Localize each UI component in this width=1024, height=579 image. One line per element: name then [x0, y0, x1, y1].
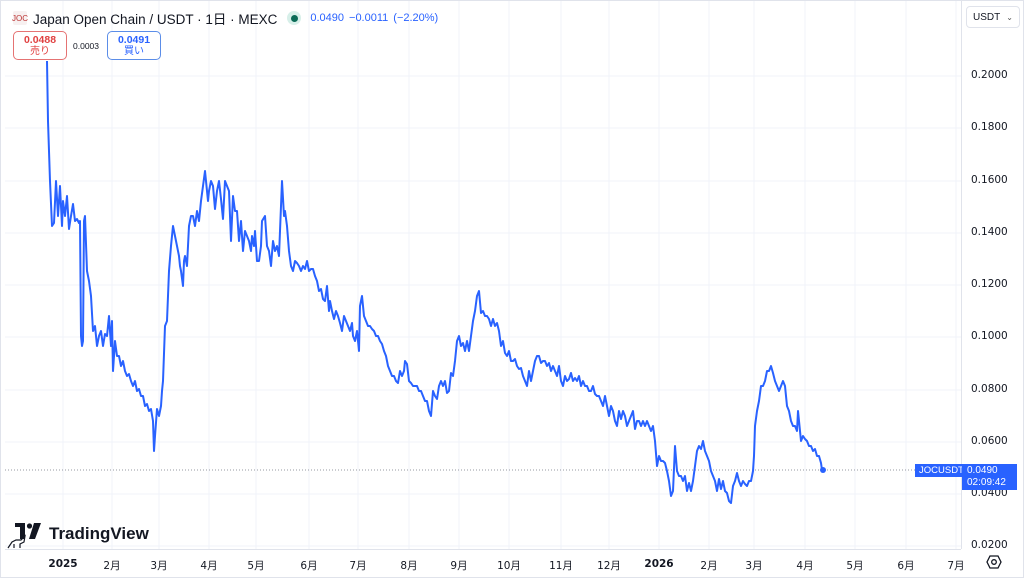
time-tick: 2026	[644, 558, 674, 570]
time-tick: 11月	[549, 560, 573, 572]
legend-values: 0.0490 −0.0011 (−2.20%)	[310, 12, 438, 24]
price-change: −0.0011	[349, 12, 389, 24]
buy-button[interactable]: 0.0491 買い	[107, 31, 161, 60]
time-tick: 8月	[400, 560, 418, 572]
chart-legend: JOC Japan Open Chain / USDT · 1日 · MEXC …	[12, 8, 438, 28]
sell-price: 0.0488	[23, 33, 57, 46]
price-tick: 0.1200	[971, 278, 1008, 290]
buy-label: 買い	[124, 45, 144, 57]
symbol-price-tag: JOCUSDT	[915, 464, 968, 477]
time-tick: 12月	[597, 560, 621, 572]
chart-settings-button[interactable]	[986, 554, 1002, 570]
market-open-dot-icon	[287, 11, 302, 25]
chevron-down-icon: ⌄	[1006, 12, 1013, 22]
jp-open-chain-icon[interactable]: JOC	[12, 11, 28, 25]
price-tick: 0.1400	[971, 226, 1008, 238]
symbol-title[interactable]: Japan Open Chain / USDT · 1日 · MEXC	[33, 12, 278, 27]
time-tick: 9月	[450, 560, 468, 572]
time-tick: 10月	[497, 560, 521, 572]
time-tick: 7月	[947, 560, 965, 572]
currency-label: USDT	[973, 11, 1001, 23]
replay-handle-icon[interactable]	[7, 534, 29, 550]
time-tick: 3月	[745, 560, 763, 572]
price-chart	[5, 1, 961, 549]
price-tick: 0.0800	[971, 383, 1008, 395]
tradingview-wordmark: TradingView	[49, 523, 149, 543]
time-tick: 2月	[103, 560, 121, 572]
time-tick: 3月	[150, 560, 168, 572]
price-axis[interactable]: 0.2000 0.1800 0.1600 0.1400 0.1200 0.100…	[961, 1, 1024, 551]
time-tick: 2025	[48, 558, 78, 570]
trade-buttons: 0.0488 売り 0.0003 0.0491 買い	[13, 31, 161, 60]
time-tick: 6月	[897, 560, 915, 572]
spread-value: 0.0003	[73, 40, 99, 51]
time-tick: 5月	[846, 560, 864, 572]
price-tick: 0.1800	[971, 121, 1008, 133]
time-tick: 7月	[349, 560, 367, 572]
currency-select[interactable]: USDT ⌄	[966, 6, 1020, 28]
time-tick: 5月	[247, 560, 265, 572]
last-price-dot	[820, 467, 826, 473]
price-line	[46, 60, 823, 504]
tradingview-logo[interactable]: TradingView	[15, 523, 149, 544]
price-tick: 0.1000	[971, 330, 1008, 342]
chart-plot-area[interactable]	[5, 1, 961, 549]
settings-icon	[986, 555, 1002, 569]
price-tick: 0.0600	[971, 435, 1008, 447]
last-price-tag: 0.0490 02:09:42	[962, 464, 1017, 490]
price-tick: 0.0400	[971, 487, 1008, 499]
tag-price-value: 0.0490	[967, 465, 998, 476]
price-change-pct: (−2.20%)	[393, 12, 439, 24]
last-price: 0.0490	[310, 12, 345, 24]
bar-countdown: 02:09:42	[967, 477, 1006, 488]
price-tick: 0.0200	[971, 539, 1008, 551]
grid	[5, 1, 961, 549]
buy-price: 0.0491	[117, 33, 151, 46]
time-tick: 6月	[300, 560, 318, 572]
price-tick: 0.1600	[971, 174, 1008, 186]
time-tick: 4月	[796, 560, 814, 572]
tradingview-mark-icon	[15, 523, 43, 544]
time-axis[interactable]: 2025 2月 3月 4月 5月 6月 7月 8月 9月 10月 11月 12月…	[5, 549, 965, 579]
time-tick: 2月	[700, 560, 718, 572]
time-tick: 4月	[200, 560, 218, 572]
sell-button[interactable]: 0.0488 売り	[13, 31, 67, 60]
price-tick: 0.2000	[971, 69, 1008, 81]
sell-label: 売り	[30, 45, 50, 57]
